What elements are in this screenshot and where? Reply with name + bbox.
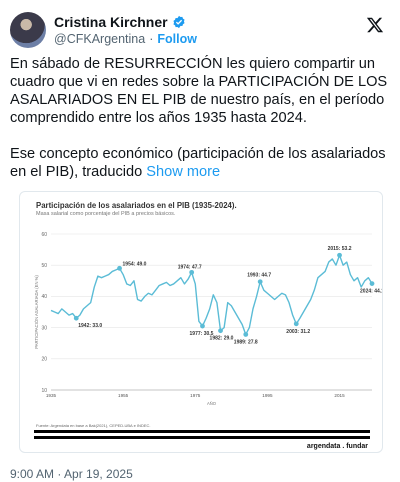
line-chart: 10 20 30 40 50 60 1935 1955 1975 1995 2015 AÑO PARTI… xyxy=(34,232,383,406)
data-label: 1989: 27.8 xyxy=(234,339,258,345)
data-point-marker xyxy=(117,265,122,271)
data-point-marker xyxy=(200,323,205,329)
x-tick-label: 1935 xyxy=(46,393,57,398)
data-label: 2015: 53.2 xyxy=(328,246,352,252)
data-point-marker xyxy=(73,315,79,321)
data-label: 1942: 33.0 xyxy=(78,323,102,329)
y-tick-label: 30 xyxy=(41,325,47,331)
data-label: 1974: 47.7 xyxy=(178,264,202,270)
tweet-paragraph-1: En sábado de RESURRECCIÓN les quiero com… xyxy=(10,56,388,126)
x-axis-title: AÑO xyxy=(207,401,217,406)
x-logo-icon[interactable] xyxy=(366,16,384,34)
y-tick-label: 50 xyxy=(41,263,47,269)
divider-bar xyxy=(34,430,370,433)
separator-dot: · xyxy=(149,32,154,46)
chart-title: Participación de los asalariados en el P… xyxy=(36,201,237,210)
data-point-marker xyxy=(293,321,299,327)
y-tick-label: 60 xyxy=(41,232,47,238)
series-line xyxy=(50,254,373,336)
divider-bar xyxy=(34,436,370,439)
y-tick-label: 20 xyxy=(41,357,47,363)
show-more-link[interactable]: Show more xyxy=(146,164,221,180)
data-label: 1982: 29.0 xyxy=(210,336,234,342)
author-handle[interactable]: @CFKArgentina xyxy=(54,32,146,46)
handle-row: @CFKArgentina · Follow xyxy=(54,32,197,46)
data-label: 2003: 31.2 xyxy=(286,329,310,335)
data-label: 1977: 30.5 xyxy=(190,331,214,337)
data-point-marker xyxy=(257,279,263,285)
verified-badge-icon xyxy=(173,15,185,29)
data-point-marker xyxy=(218,328,223,334)
data-label: 2024: 44.1 xyxy=(360,289,383,295)
y-tick-label: 10 xyxy=(41,388,47,394)
data-point-marker xyxy=(243,332,249,337)
tweet-timestamp[interactable]: 9:00 AM · Apr 19, 2025 xyxy=(10,467,133,481)
brand-label: argendata . fundar xyxy=(306,443,368,450)
chart-subtitle: Masa salarial como porcentaje del PIB a … xyxy=(36,211,176,217)
tweet-text: En sábado de RESURRECCIÓN les quiero com… xyxy=(10,55,392,199)
follow-button[interactable]: Follow xyxy=(157,32,197,46)
data-point-marker xyxy=(189,269,195,275)
x-tick-label: 1955 xyxy=(118,393,129,398)
data-point-marker xyxy=(369,281,375,287)
name-row: Cristina Kirchner xyxy=(54,13,186,31)
y-axis-title: PARTICIPACIÓN ASALARIADA (EN %) xyxy=(34,275,39,349)
x-tick-label: 1975 xyxy=(190,393,201,398)
chart-image-card[interactable]: Participación de los asalariados en el P… xyxy=(19,191,383,453)
data-label: 1954: 49.0 xyxy=(123,261,147,267)
x-tick-label: 2015 xyxy=(334,393,345,398)
chart-source: Fuente: Argendata en base a Bak(2021), C… xyxy=(36,423,151,428)
data-point-marker xyxy=(337,252,342,258)
y-tick-label: 40 xyxy=(41,294,47,300)
tweet-paragraph-2: Ese concepto económico (participación de… xyxy=(10,145,392,181)
data-label: 1993: 44.7 xyxy=(247,273,271,279)
x-tick-label: 1995 xyxy=(262,393,273,398)
tweet-paragraph-2-text: Ese concepto económico (participación de… xyxy=(10,146,386,180)
avatar[interactable] xyxy=(10,12,46,48)
author-name[interactable]: Cristina Kirchner xyxy=(54,14,168,30)
tweet-header: Cristina Kirchner @CFKArgentina · Follow xyxy=(10,10,390,50)
